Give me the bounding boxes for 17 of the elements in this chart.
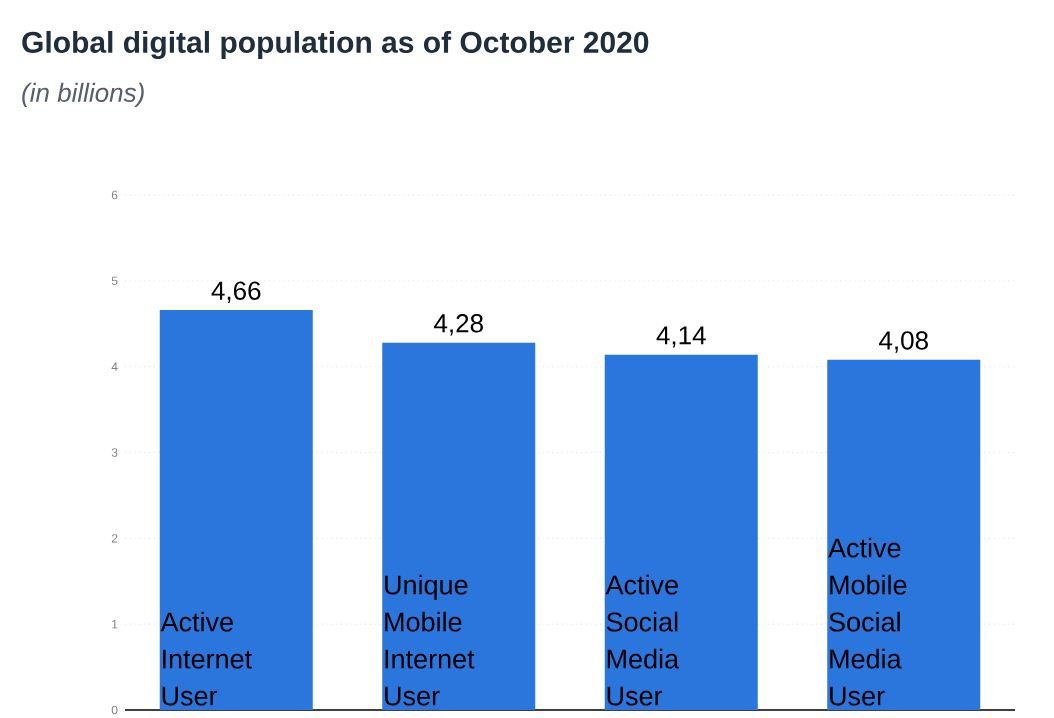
x-tick-label: Active Mobile Social Media User — [828, 537, 907, 706]
x-tick-label: Unique Mobile Internet User — [385, 574, 475, 706]
y-tick-label: 3 — [111, 448, 118, 457]
y-tick-label: 6 — [111, 190, 118, 200]
chart-subtitle: (in billions) — [22, 82, 144, 108]
y-tick-label: 5 — [111, 276, 118, 286]
data-label: 4,66 — [211, 281, 261, 303]
y-tick-label: 4 — [111, 362, 118, 371]
data-label: 4,14 — [656, 326, 706, 348]
x-tick-label: Active Internet User — [160, 611, 252, 706]
y-tick-label: 0 — [111, 705, 118, 715]
data-label: 4,08 — [879, 331, 928, 353]
y-tick-label: 1 — [112, 620, 118, 629]
x-tick-label: Active Social Media User — [605, 574, 680, 706]
y-tick-label: 2 — [111, 534, 118, 543]
data-label: 4,28 — [434, 314, 483, 336]
chart-title: Global digital population as of October 2020 — [22, 30, 649, 60]
